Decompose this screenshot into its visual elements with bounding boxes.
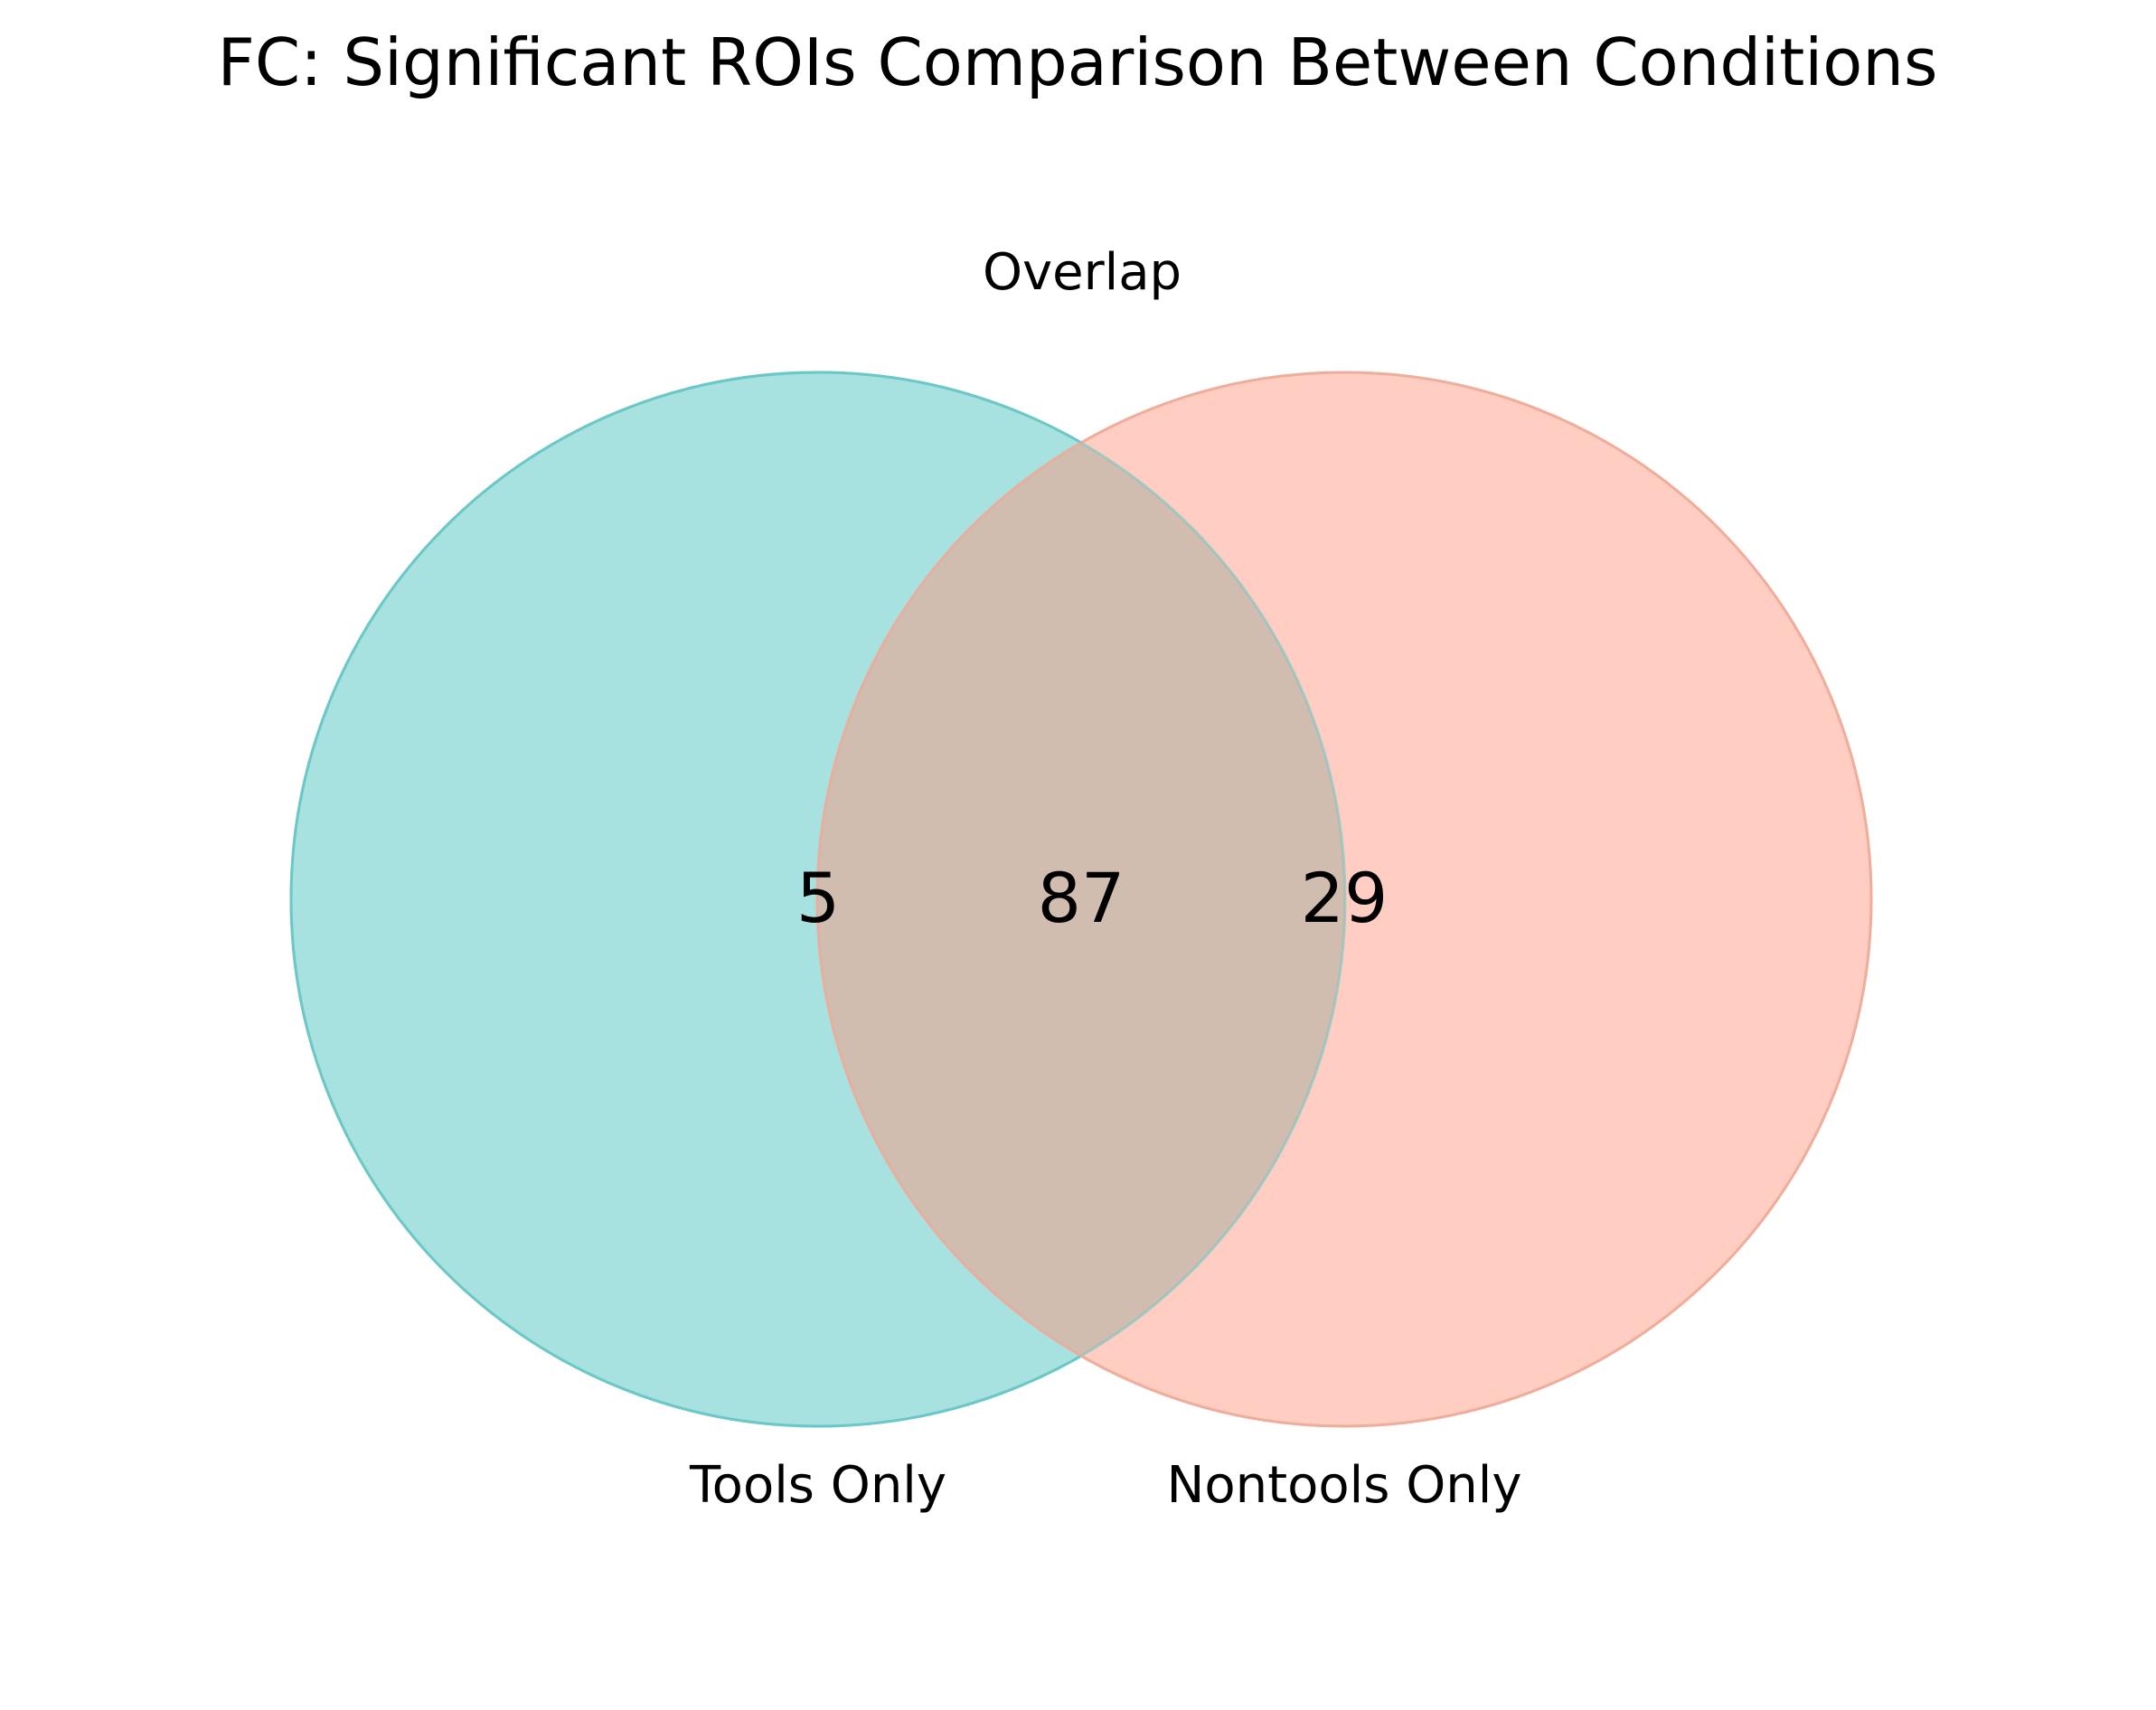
overlap-label: Overlap [983,243,1182,302]
nontools-only-count: 29 [1301,858,1389,938]
tools-only-count: 5 [796,858,840,938]
nontools-only-label: Nontools Only [1167,1456,1522,1515]
tools-circle-outline [289,371,1347,1428]
overlap-count: 87 [1038,858,1125,938]
nontools-circle-outline [815,371,1873,1428]
chart-title: FC: Significant ROIs Comparison Between … [217,24,1937,100]
tools-only-label: Tools Only [689,1456,946,1515]
